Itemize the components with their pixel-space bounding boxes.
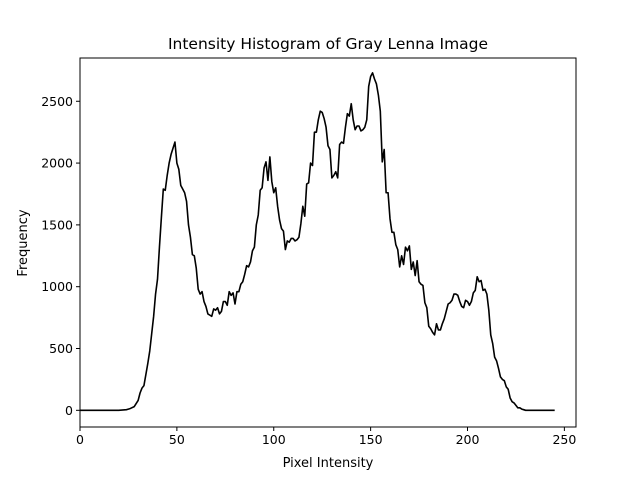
y-tick-label: 2500 <box>41 94 73 109</box>
y-axis-label: Frequency <box>16 209 31 276</box>
plot-area <box>80 72 555 412</box>
chart-title: Intensity Histogram of Gray Lenna Image <box>168 35 488 53</box>
x-tick-label: 150 <box>359 432 383 447</box>
plot-frame <box>79 57 577 428</box>
x-tick-label: 250 <box>552 432 576 447</box>
y-tick-label: 1500 <box>41 217 73 232</box>
x-tick-label: 50 <box>169 432 185 447</box>
y-tick-label: 1000 <box>41 279 73 294</box>
x-tick-label: 100 <box>262 432 286 447</box>
x-axis-label: Pixel Intensity <box>283 456 374 471</box>
y-tick-label: 0 <box>65 403 73 418</box>
y-tick-label: 500 <box>49 341 73 356</box>
y-tick-label: 2000 <box>41 156 73 171</box>
series-line-0 <box>80 72 555 412</box>
x-tick-label: 200 <box>456 432 480 447</box>
x-tick-label: 0 <box>76 432 84 447</box>
